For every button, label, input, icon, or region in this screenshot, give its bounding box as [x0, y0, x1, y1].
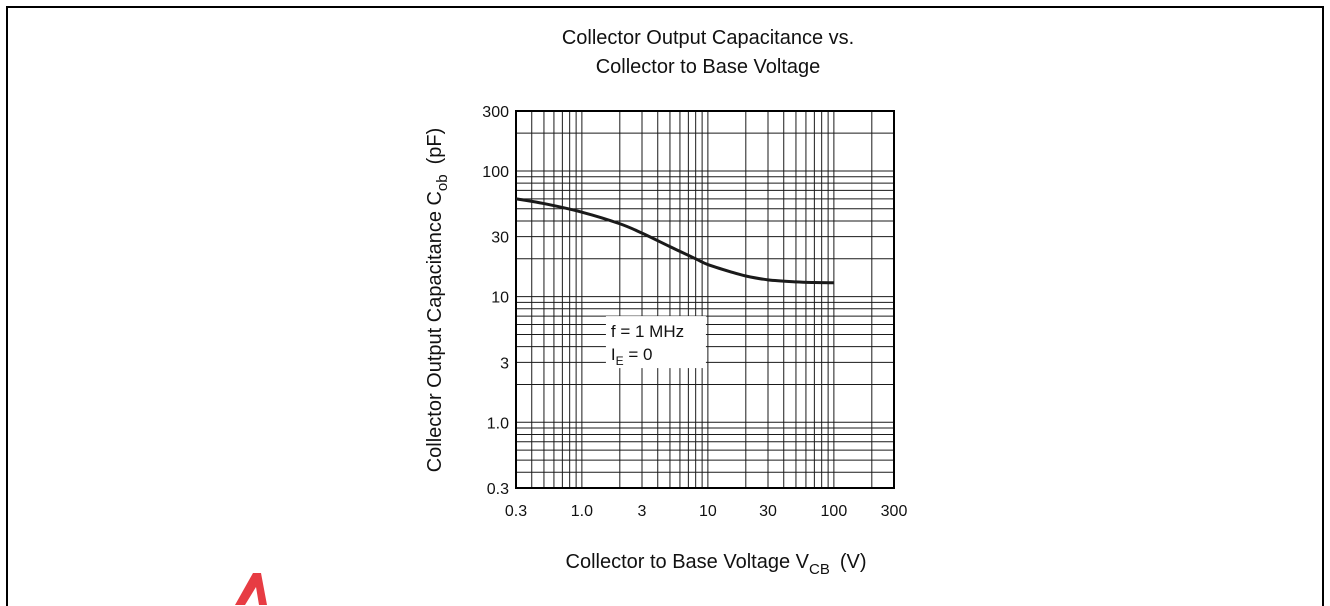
chart-frame: [6, 6, 1324, 606]
x-tick-label: 30: [759, 503, 777, 520]
x-axis-label: Collector to Base Voltage VCB (V): [566, 551, 867, 578]
y-tick-label: 10: [491, 290, 509, 307]
x-tick-label: 1.0: [571, 503, 593, 520]
x-tick-label: 10: [699, 503, 717, 520]
watermark-logo: [235, 573, 267, 605]
y-axis-label: Collector Output Capacitance Cob (pF): [424, 128, 451, 473]
y-axis-label-sub: ob: [434, 174, 451, 191]
x-tick-label: 100: [821, 503, 848, 520]
chart-title-line1: Collector Output Capacitance vs.: [562, 27, 854, 49]
x-axis-label-sub: CB: [809, 561, 830, 578]
y-tick-label: 0.3: [487, 481, 509, 498]
y-tick-labels: 300 100 30 10 3 1.0 0.3: [482, 104, 509, 498]
x-axis-label-unit: (V): [840, 551, 867, 573]
x-tick-label: 3: [638, 503, 647, 520]
grid: [515, 110, 895, 489]
annotation-ie-main: I: [611, 345, 616, 364]
x-tick-label: 300: [881, 503, 908, 520]
chart-title: Collector Output Capacitance vs. Collect…: [562, 27, 854, 78]
series-line-cob: [515, 197, 834, 285]
y-tick-label: 100: [482, 164, 509, 181]
x-tick-labels: 0.3 1.0 3 10 30 100 300: [505, 503, 908, 520]
y-tick-label: 1.0: [487, 415, 509, 432]
y-axis-label-unit: (pF): [424, 128, 446, 165]
chart-title-line2: Collector to Base Voltage: [596, 56, 821, 78]
annotation-frequency: f = 1 MHz: [611, 322, 684, 341]
watermark-logo-mark: [235, 573, 267, 605]
y-tick-label: 300: [482, 104, 509, 121]
x-tick-label: 0.3: [505, 503, 527, 520]
x-axis-label-main: Collector to Base Voltage V: [566, 551, 810, 573]
y-axis-label-main: Collector Output Capacitance C: [424, 191, 446, 472]
annotation-background: [605, 316, 706, 369]
annotation-emitter-current: IE = 0: [611, 345, 653, 368]
plot-border: [515, 110, 895, 489]
annotation-ie-rest: = 0: [624, 345, 653, 364]
y-tick-label: 3: [500, 355, 509, 372]
annotation-box: f = 1 MHz IE = 0: [605, 316, 706, 369]
y-tick-label: 30: [491, 230, 509, 247]
chart-svg: Collector Output Capacitance vs. Collect…: [424, 27, 908, 578]
annotation-ie-sub: E: [616, 354, 624, 368]
